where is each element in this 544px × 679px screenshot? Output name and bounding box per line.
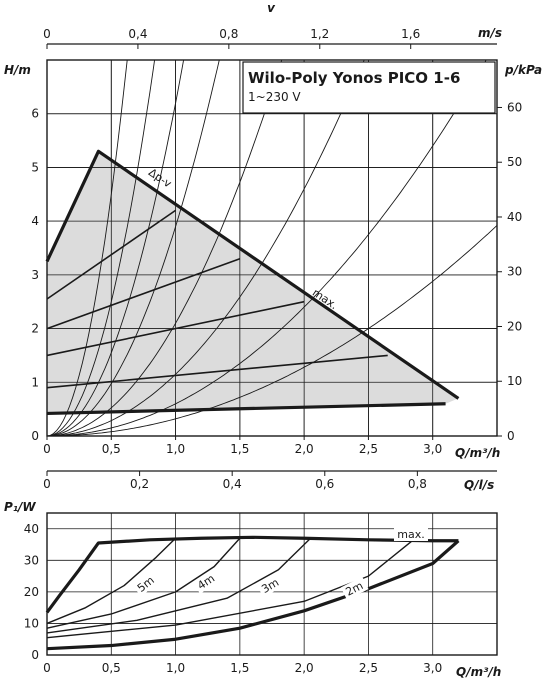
top-tick-label: 0,4 bbox=[128, 27, 147, 41]
lps-tick-label: 0,6 bbox=[315, 477, 334, 491]
pump-curve-line bbox=[46, 300, 305, 357]
lps-tick-label: 0 bbox=[43, 477, 51, 491]
y-tick-label: 1 bbox=[31, 375, 39, 389]
operating-area bbox=[47, 151, 459, 414]
head-chart-frame bbox=[46, 59, 498, 437]
system-curve bbox=[47, 60, 185, 436]
x-tick-label: 2,5 bbox=[359, 442, 378, 456]
power-x-tick-label: 3,0 bbox=[423, 661, 442, 675]
right-tick-label: 20 bbox=[507, 319, 522, 333]
power-x-tick-label: 2,0 bbox=[295, 661, 314, 675]
power-curve-line bbox=[46, 537, 177, 625]
y-tick-label: 2 bbox=[31, 322, 39, 336]
power-y-tick-label: 10 bbox=[24, 616, 39, 630]
right-tick-label: 30 bbox=[507, 265, 522, 279]
lps-tick-label: 0,4 bbox=[223, 477, 242, 491]
curve-label-bg bbox=[132, 570, 160, 597]
x-tick-label: 0 bbox=[43, 442, 51, 456]
y-axis-label-power: P₁/W bbox=[4, 500, 36, 514]
curve-label-bg bbox=[192, 569, 221, 594]
system-curve bbox=[47, 60, 156, 436]
power-chart-frame bbox=[46, 512, 498, 656]
y-axis-label-right: p/kPa bbox=[504, 63, 542, 77]
right-tick-label: 0 bbox=[507, 429, 515, 443]
top-axis-title: v bbox=[267, 1, 276, 15]
system-curve bbox=[47, 60, 487, 436]
x-tick-label: 1,0 bbox=[166, 442, 185, 456]
x-axis-label-top-chart: Q/m³/h bbox=[455, 446, 500, 460]
x-tick-label: 2,0 bbox=[295, 442, 314, 456]
system-curve bbox=[47, 60, 283, 436]
power-x-tick-label: 0 bbox=[43, 661, 51, 675]
y-tick-label: 0 bbox=[31, 429, 39, 443]
power-curve-line bbox=[46, 539, 414, 639]
power-curve-line bbox=[46, 539, 460, 651]
power-x-tick-label: 0,5 bbox=[102, 661, 121, 675]
x-tick-label: 3,0 bbox=[423, 442, 442, 456]
power-curve-line bbox=[46, 537, 312, 634]
pump-curve-line bbox=[46, 209, 177, 300]
max-label-bg bbox=[394, 527, 428, 541]
right-tick-label: 40 bbox=[507, 210, 522, 224]
power-curve-line bbox=[45, 535, 459, 614]
y-axis-label-left: H/m bbox=[4, 63, 31, 77]
x-axis-label-bottom-chart: Q/m³/h bbox=[456, 665, 501, 679]
power-y-tick-label: 40 bbox=[24, 522, 39, 536]
lps-tick-label: 0,2 bbox=[130, 477, 149, 491]
power-y-tick-label: 0 bbox=[31, 648, 39, 662]
pump-curve-line bbox=[45, 149, 460, 400]
top-tick-label: 0 bbox=[43, 27, 51, 41]
top-tick-label: 0,8 bbox=[219, 27, 238, 41]
power-x-tick-label: 1,0 bbox=[166, 661, 185, 675]
power-curve-line bbox=[46, 537, 241, 629]
pump-curve-line bbox=[46, 257, 241, 330]
x-axis-label-lps: Q/l/s bbox=[464, 478, 494, 492]
system-curve bbox=[47, 60, 365, 436]
lps-tick-label: 0,8 bbox=[408, 477, 427, 491]
head-chart-grid-overlay bbox=[47, 60, 497, 436]
y-tick-label: 4 bbox=[31, 214, 39, 228]
power-y-tick-label: 20 bbox=[24, 585, 39, 599]
right-tick-label: 50 bbox=[507, 155, 522, 169]
x-tick-label: 1,5 bbox=[230, 442, 249, 456]
system-curves bbox=[47, 60, 497, 436]
x-tick-label: 0,5 bbox=[102, 442, 121, 456]
system-curve bbox=[47, 60, 220, 436]
top-axis-label: m/s bbox=[478, 26, 502, 40]
curve-label-bg bbox=[256, 573, 285, 598]
label-max-power: max. bbox=[397, 528, 424, 541]
chart-title: Wilo-Poly Yonos PICO 1-6 bbox=[248, 69, 460, 87]
top-tick-label: 1,2 bbox=[310, 27, 329, 41]
power-x-tick-label: 1,5 bbox=[230, 661, 249, 675]
chart-subtitle: 1~230 V bbox=[248, 90, 301, 104]
power-y-tick-label: 30 bbox=[24, 553, 39, 567]
system-curve bbox=[47, 225, 497, 436]
system-curve bbox=[47, 60, 128, 436]
y-tick-label: 6 bbox=[31, 107, 39, 121]
pump-curve-line bbox=[46, 354, 388, 389]
right-tick-label: 10 bbox=[507, 374, 522, 388]
power-x-tick-label: 2,5 bbox=[359, 661, 378, 675]
top-tick-label: 1,6 bbox=[401, 27, 420, 41]
curve-label-bg bbox=[340, 576, 369, 601]
pump-curve-line bbox=[46, 402, 446, 416]
y-tick-label: 3 bbox=[31, 268, 39, 282]
right-tick-label: 60 bbox=[507, 100, 522, 114]
title-box bbox=[242, 61, 496, 114]
y-tick-label: 5 bbox=[31, 160, 39, 174]
